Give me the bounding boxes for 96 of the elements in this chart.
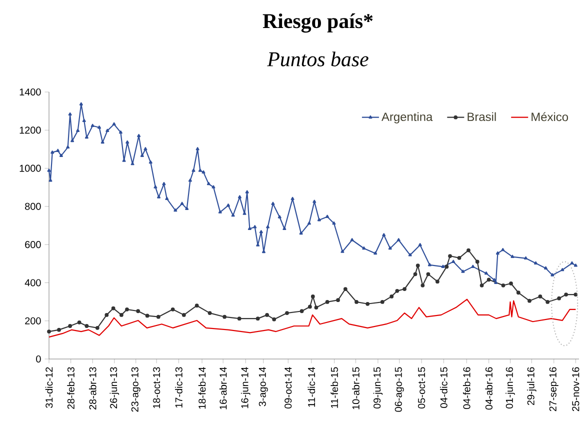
x-tick-label: 26-jun-13 [110,367,120,408]
point [426,272,430,276]
point [486,278,491,282]
point [557,296,561,300]
y-tick-label: 600 [25,241,41,248]
point [457,256,462,260]
point [448,254,452,258]
point [170,307,175,312]
point [380,300,384,304]
y-tick-label: 200 [25,317,41,324]
x-tick-label: 06-ago-15 [394,367,404,412]
point [285,311,289,315]
x-tick-label: 09-jun-15 [373,367,383,408]
point [501,283,506,288]
x-tick-label: 25-nov-16 [572,367,580,412]
point [256,316,260,321]
point [444,264,449,269]
x-tick-label: 23-ago-13 [131,367,140,412]
point [237,316,242,321]
point [564,292,568,296]
point [182,313,186,317]
point [95,326,100,330]
x-tick-label: 28-abr-13 [88,367,96,410]
point [57,328,61,332]
point [68,324,72,328]
point [354,300,358,304]
chart-subtitle: Puntos base [267,52,368,66]
point [516,290,520,295]
x-tick-label: 11-feb-15 [330,367,338,408]
point [416,264,420,268]
legend-label: Brasil [468,112,496,122]
point [310,294,315,298]
x-tick-label: 04-dic-15 [440,367,448,408]
x-tick-label: 16-abr-14 [219,367,227,410]
point [208,311,212,315]
chart-title: Riesgo país* [262,13,373,33]
x-tick-label: 29-jul-16 [527,367,536,406]
x-tick-label: 11-dic-14 [308,367,316,407]
x-tick-label: 27-sep-16 [549,367,558,412]
point [272,317,276,322]
x-tick-label: 04-abr-16 [485,367,492,410]
x-tick-label: 18-oct-13 [153,367,160,408]
y-tick-label: 800 [25,202,41,210]
point [343,287,348,291]
x-tick-label: 09-oct-14 [284,367,292,408]
point [528,298,532,303]
point [436,280,440,284]
point [145,314,150,318]
x-tick-label: 31-dic-12 [45,367,53,408]
x-tick-label: 3-ago-14 [258,367,268,406]
y-tick-label: 0 [36,355,41,363]
point [136,309,140,314]
point [466,248,470,252]
point [413,272,418,276]
point [194,304,199,308]
point [156,314,160,319]
x-tick-label: 16-jun-14 [240,367,250,408]
point [119,313,124,317]
point [475,260,480,264]
point [265,313,270,317]
point [111,306,116,310]
point [325,300,330,304]
point [47,330,51,334]
y-tick-label: 400 [24,279,41,286]
point [104,313,109,317]
x-tick-label: 01-jun-16 [506,367,515,408]
point [546,300,550,304]
x-tick-label: 05-oct-15 [418,367,426,408]
y-tick-label: 1200 [20,126,41,134]
point [336,298,340,302]
point [538,294,542,298]
point [480,283,484,288]
y-tick-label: 1000 [20,164,41,172]
x-tick-label: 17-dic-13 [175,367,182,408]
point [125,307,129,312]
x-tick-label: 18-feb-14 [198,367,206,409]
point [509,282,513,286]
point [390,294,394,298]
line-series [48,298,576,338]
y-tick-label: 1400 [20,88,41,96]
point [77,320,82,324]
point [300,309,304,314]
legend-label: Argentina [382,112,433,124]
point [420,283,425,288]
point [574,292,578,296]
x-tick-label: 28-feb-13 [67,367,74,409]
point [395,288,400,293]
x-tick-label: 04-feb-16 [462,367,470,410]
point [222,314,227,319]
point [308,304,312,309]
point [84,324,89,328]
point [366,302,370,306]
point [314,306,318,310]
legend-label: México [532,112,568,122]
point [402,287,406,291]
x-tick-label: 10-abr-15 [352,367,360,410]
